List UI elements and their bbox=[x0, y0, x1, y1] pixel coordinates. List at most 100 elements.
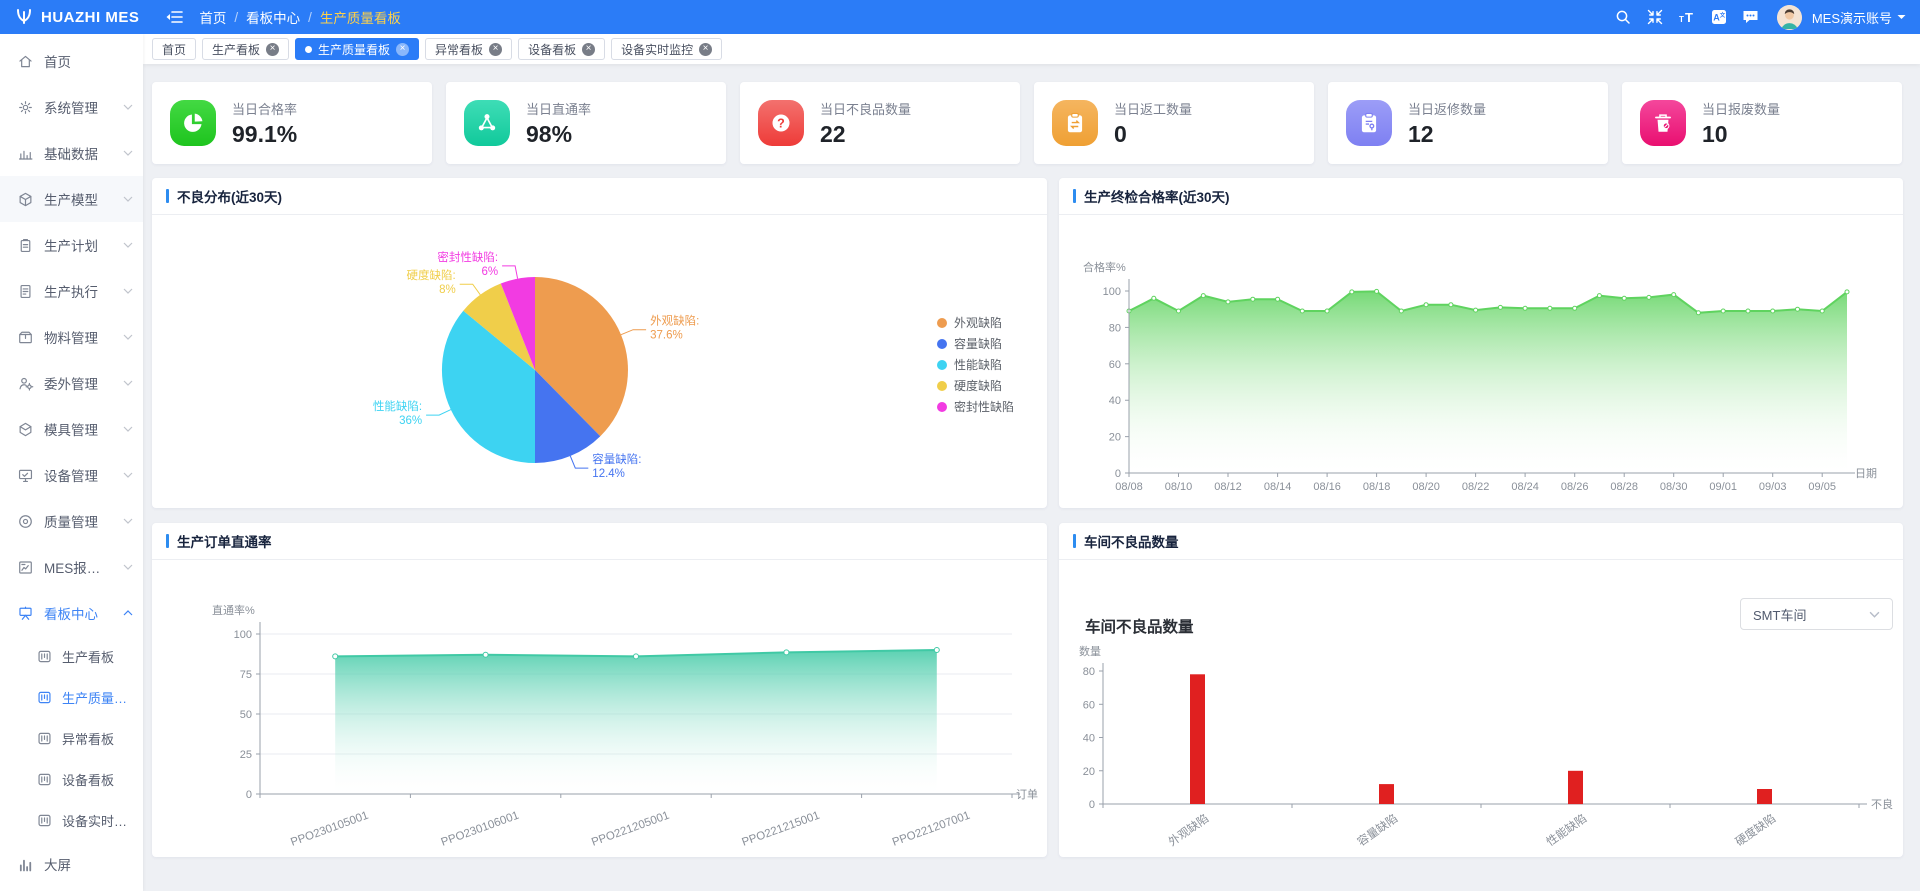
sidebar-item-label: 生产模型 bbox=[44, 193, 98, 208]
sidebar-item[interactable]: MES报表中心 bbox=[0, 544, 143, 590]
tab-close-icon[interactable]: × bbox=[266, 42, 280, 56]
clipboard-arrows-icon bbox=[1052, 100, 1098, 146]
tab-label: 生产质量看板 bbox=[318, 42, 391, 57]
sidebar-item[interactable]: 生产计划 bbox=[0, 222, 143, 268]
svg-text:100: 100 bbox=[234, 629, 252, 641]
svg-text:PPO221215001: PPO221215001 bbox=[740, 810, 821, 849]
kpi-card: 当日返修数量 12 bbox=[1328, 82, 1608, 164]
chevron-down-icon bbox=[123, 426, 133, 432]
svg-text:100: 100 bbox=[1103, 286, 1121, 298]
svg-text:08/22: 08/22 bbox=[1462, 481, 1490, 493]
breadcrumb-item: 生产质量看板 bbox=[319, 11, 401, 26]
svg-text:合格率%: 合格率% bbox=[1083, 260, 1126, 274]
bar bbox=[1190, 674, 1205, 804]
tab-item[interactable]: 生产质量看板 × bbox=[295, 38, 420, 60]
tab-close-icon[interactable]: × bbox=[396, 42, 410, 56]
sidebar-item[interactable]: 大屏 bbox=[0, 841, 143, 887]
tab-item[interactable]: 设备看板 × bbox=[518, 38, 606, 60]
sidebar-subitem[interactable]: 设备看板 bbox=[0, 759, 143, 800]
kanban-icon bbox=[38, 650, 51, 663]
sidebar-item[interactable]: 系统管理 bbox=[0, 84, 143, 130]
sidebar-item[interactable]: 生产模型 bbox=[0, 176, 143, 222]
legend-item[interactable]: 硬度缺陷 bbox=[937, 378, 1002, 393]
legend-item[interactable]: 密封性缺陷 bbox=[937, 399, 1014, 414]
sidebar-item[interactable]: 模具管理 bbox=[0, 406, 143, 452]
tab-item[interactable]: 生产看板 × bbox=[202, 38, 290, 60]
svg-text:40: 40 bbox=[1083, 733, 1095, 745]
breadcrumb-item[interactable]: 看板中心 bbox=[246, 11, 301, 26]
tab-close-icon[interactable]: × bbox=[489, 42, 503, 56]
kpi-label: 当日不良品数量 bbox=[820, 101, 912, 117]
sidebar-subitem[interactable]: 设备实时监控 bbox=[0, 800, 143, 841]
avatar[interactable] bbox=[1776, 4, 1802, 30]
tab-close-icon[interactable]: × bbox=[582, 42, 596, 56]
kpi-label: 当日直通率 bbox=[526, 101, 592, 117]
compress-icon[interactable] bbox=[1641, 0, 1669, 34]
sidebar-subitem[interactable]: 生产质量看板 bbox=[0, 677, 143, 718]
sidebar-subitem-label: 异常看板 bbox=[62, 732, 115, 747]
sidebar-item[interactable]: 设备管理 bbox=[0, 452, 143, 498]
area-fill bbox=[335, 650, 937, 794]
sidebar-item[interactable]: 首页 bbox=[0, 38, 143, 84]
svg-text:容量缺陷: 容量缺陷 bbox=[1355, 811, 1401, 849]
sidebar-subitem[interactable]: 异常看板 bbox=[0, 718, 143, 759]
legend-item[interactable]: 容量缺陷 bbox=[937, 336, 1002, 351]
tab-item[interactable]: 设备实时监控 × bbox=[611, 38, 723, 60]
tab-item[interactable]: 异常看板 × bbox=[425, 38, 513, 60]
svg-text:PPO221205001: PPO221205001 bbox=[590, 810, 671, 849]
tab-label: 生产看板 bbox=[212, 42, 261, 57]
message-icon[interactable] bbox=[1737, 0, 1765, 34]
tab-close-icon[interactable]: × bbox=[699, 42, 713, 56]
legend-item[interactable]: 外观缺陷 bbox=[937, 315, 1002, 330]
tab-item[interactable]: 首页 bbox=[152, 38, 197, 60]
svg-text:密封性缺陷: 密封性缺陷 bbox=[954, 399, 1014, 414]
sidebar-item[interactable]: 基础数据 bbox=[0, 130, 143, 176]
chevron-down-icon bbox=[1869, 611, 1880, 618]
sidebar-item-label: 看板中心 bbox=[44, 607, 98, 622]
svg-text:T: T bbox=[1685, 10, 1693, 25]
chevron-down-icon bbox=[123, 380, 133, 386]
tab-label: 首页 bbox=[162, 42, 187, 57]
breadcrumb: 首页 / 看板中心 / 生产质量看板 bbox=[199, 7, 401, 27]
sidebar-item[interactable]: 委外管理 bbox=[0, 360, 143, 406]
sidebar-item[interactable]: 物料管理 bbox=[0, 314, 143, 360]
user-name: MES演示账号 bbox=[1811, 10, 1892, 26]
bar bbox=[1568, 770, 1583, 805]
sidebar-item[interactable]: 生产执行 bbox=[0, 268, 143, 314]
workshop-select-value: SMT车间 bbox=[1753, 607, 1807, 623]
legend-item[interactable]: 性能缺陷 bbox=[937, 357, 1002, 372]
pie-label-line bbox=[459, 283, 481, 296]
collapse-menu-icon[interactable] bbox=[159, 0, 189, 34]
order-fpy-area-chart: 0 25 50 75 100 PPO230105001 PPO230106001 PPO221… bbox=[212, 603, 1038, 849]
kpi-value: 99.1% bbox=[232, 120, 298, 147]
workshop-defect-card: 车间不良品数量 SMT车间 车间不良品数量 数量 0 20 40 60 80 外观缺陷 容量缺陷… bbox=[1059, 523, 1903, 857]
sidebar: 首页 系统管理 基础数据生产模型生产计划 生产执行 物料管理 委外管理 模具管理 设备管理 质量… bbox=[0, 34, 143, 891]
svg-text:PPO230106001: PPO230106001 bbox=[440, 810, 521, 849]
kpi-card: 当日直通率 98% bbox=[446, 82, 726, 164]
svg-text:T: T bbox=[1679, 15, 1684, 24]
pass-rate-card: 生产终检合格率(近30天) 0 20 40 60 80 100 08/08 08/10 08/1… bbox=[1059, 178, 1903, 508]
workshop-select[interactable]: SMT车间 bbox=[1740, 598, 1893, 630]
sidebar-item[interactable]: 质量管理 bbox=[0, 498, 143, 544]
kpi-card: 当日报废数量 10 bbox=[1622, 82, 1902, 164]
kpi-value: 12 bbox=[1408, 120, 1434, 147]
svg-text:80: 80 bbox=[1109, 322, 1121, 334]
sidebar-item[interactable]: 看板中心 bbox=[0, 590, 143, 636]
series-line bbox=[1128, 290, 1848, 314]
chevron-down-icon bbox=[123, 242, 133, 248]
svg-text:08/24: 08/24 bbox=[1511, 481, 1539, 493]
monitor-icon bbox=[18, 469, 33, 482]
kpi-card: 当日合格率 99.1% bbox=[152, 82, 432, 164]
breadcrumb-item[interactable]: 首页 bbox=[199, 11, 227, 26]
logo-text: HUAZHI MES bbox=[41, 8, 140, 26]
search-icon[interactable] bbox=[1609, 0, 1637, 34]
sidebar-subitem[interactable]: 生产看板 bbox=[0, 636, 143, 677]
user-menu[interactable]: MES演示账号 bbox=[1812, 8, 1906, 27]
chevron-down-icon bbox=[123, 104, 133, 110]
pie-label-name: 性能缺陷: bbox=[373, 399, 422, 413]
svg-text:80: 80 bbox=[1083, 666, 1095, 678]
